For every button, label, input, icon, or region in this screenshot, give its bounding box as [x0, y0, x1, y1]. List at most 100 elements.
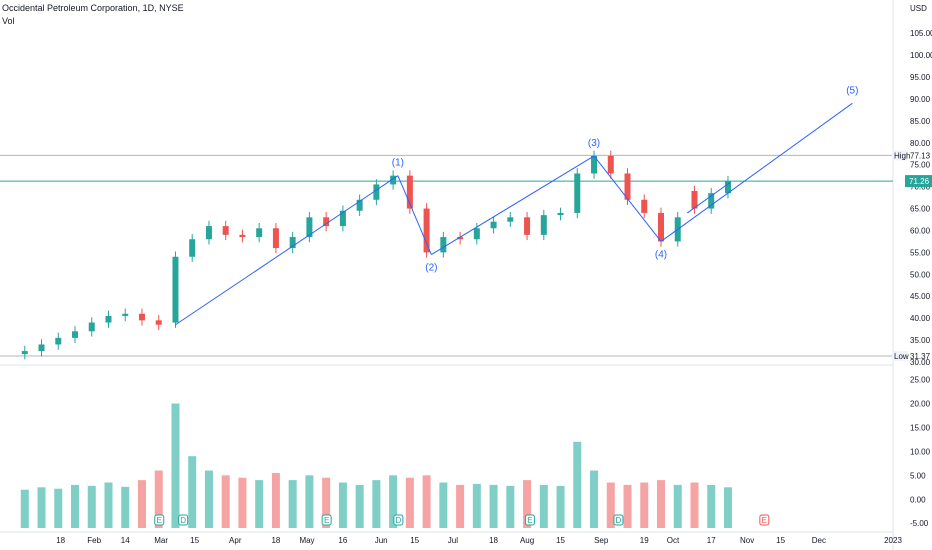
volume-bar — [707, 484, 716, 528]
candle-body — [657, 212, 664, 242]
time-tick-label: 15 — [776, 536, 785, 545]
time-tick-label: 15 — [556, 536, 565, 545]
volume-bar — [204, 470, 213, 528]
candle-body — [708, 193, 715, 209]
candle-body — [172, 256, 179, 323]
volume-bar — [121, 486, 130, 528]
volume-bar — [506, 485, 515, 528]
volume-bar — [322, 477, 331, 528]
event-marker — [154, 514, 165, 526]
volume-bar — [472, 483, 481, 528]
volume-bar — [539, 484, 548, 528]
last-price-badge — [905, 175, 932, 188]
event-marker-label: E — [762, 516, 767, 525]
time-tick-label: Dec — [812, 536, 826, 545]
wave-line — [431, 155, 595, 256]
time-tick-label: 17 — [707, 536, 716, 545]
candle-body — [72, 331, 79, 338]
currency-label: USD — [910, 4, 927, 13]
candle-body — [88, 322, 95, 332]
low-badge-label: Low — [894, 352, 909, 361]
event-marker — [613, 514, 624, 526]
price-tick-label: 105.00 — [910, 29, 932, 38]
price-tick-label: 55.00 — [910, 248, 931, 257]
candle-body — [524, 217, 531, 235]
time-tick-label: Sep — [594, 536, 609, 545]
price-tick-label: 50.00 — [910, 270, 931, 279]
volume-bar — [489, 484, 498, 528]
volume-bar — [690, 482, 699, 528]
volume-bar — [523, 480, 532, 528]
time-tick-label: 19 — [640, 536, 649, 545]
volume-bar — [54, 488, 63, 528]
event-marker — [178, 514, 189, 526]
candle-body — [289, 237, 296, 248]
volume-bar — [171, 403, 180, 528]
candle-body — [641, 199, 648, 213]
volume-bar — [623, 484, 632, 528]
last-price-value: 71.26 — [909, 177, 930, 186]
volume-bar — [137, 480, 146, 528]
event-marker-label: E — [157, 516, 162, 525]
wave-line — [175, 175, 399, 326]
volume-bar — [154, 470, 163, 528]
candle-body — [55, 337, 62, 345]
volume-bar — [288, 480, 297, 528]
wave-line — [397, 175, 432, 255]
volume-tick-label: 0.00 — [910, 495, 926, 504]
candle-body — [272, 228, 279, 248]
price-tick-label: 45.00 — [910, 292, 931, 301]
event-marker — [524, 514, 535, 526]
candle-body — [490, 221, 497, 229]
event-marker-label: D — [616, 516, 622, 525]
time-tick-label: 18 — [489, 536, 498, 545]
candle-body — [105, 315, 112, 323]
time-tick-label: 2023 — [884, 536, 902, 545]
volume-bar — [271, 472, 280, 528]
volume-bar — [389, 475, 398, 528]
candle-body — [457, 237, 464, 240]
time-tick-label: Feb — [87, 536, 101, 545]
low-badge — [892, 350, 908, 361]
volume-bar — [104, 482, 113, 528]
wave-label: (4) — [655, 249, 667, 260]
candle-body — [222, 226, 229, 235]
wave-line — [660, 102, 853, 242]
candle-body — [356, 199, 363, 211]
price-tick-label: 90.00 — [910, 95, 931, 104]
candle-body — [591, 155, 598, 174]
candle-body — [624, 173, 631, 200]
volume-tick-label: 15.00 — [910, 423, 931, 432]
volume-bar — [87, 485, 96, 528]
symbol-header[interactable]: Occidental Petroleum Corporation, 1D, NY… — [2, 3, 184, 13]
volume-tick-label: 25.00 — [910, 376, 931, 385]
candle-body — [323, 217, 330, 227]
event-marker — [759, 514, 770, 526]
volume-indicator-label[interactable]: Vol — [2, 16, 15, 26]
wave-label: (5) — [846, 85, 858, 96]
candle-body — [691, 191, 698, 209]
price-tick-label: 95.00 — [910, 73, 931, 82]
candle-body — [306, 217, 313, 238]
candle-body — [390, 175, 397, 185]
volume-bar — [439, 482, 448, 528]
price-tick-label: 40.00 — [910, 314, 931, 323]
time-tick-label: Apr — [229, 536, 242, 545]
time-tick-label: 15 — [410, 536, 419, 545]
price-tick-label: 65.00 — [910, 205, 931, 214]
candle-body — [724, 181, 731, 194]
event-marker-label: E — [527, 516, 532, 525]
time-tick-label: 16 — [338, 536, 347, 545]
time-tick-label: Nov — [740, 536, 754, 545]
high-badge-label: High — [894, 151, 910, 160]
time-tick-label: Mar — [154, 536, 168, 545]
price-tick-label: 80.00 — [910, 139, 931, 148]
time-tick-label: 15 — [190, 536, 199, 545]
volume-tick-label: -5.00 — [910, 519, 929, 528]
wave-label: (2) — [425, 263, 437, 274]
event-marker-label: E — [324, 516, 329, 525]
volume-bar — [238, 477, 247, 528]
time-tick-label: 14 — [121, 536, 130, 545]
price-tick-label: 75.00 — [910, 161, 931, 170]
